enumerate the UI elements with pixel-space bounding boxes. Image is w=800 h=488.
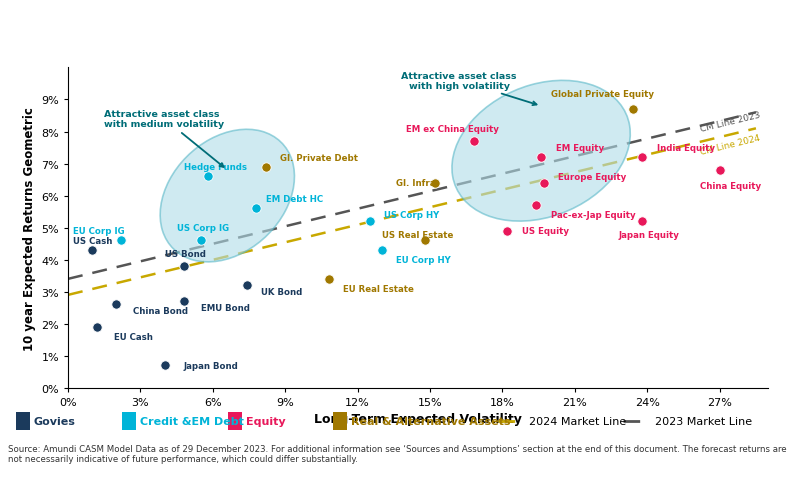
Point <box>90 324 103 331</box>
Ellipse shape <box>160 130 294 263</box>
Bar <box>334 412 347 430</box>
Point <box>178 263 190 270</box>
Text: Gl. Private Debt: Gl. Private Debt <box>281 153 358 163</box>
Text: EU Corp HY: EU Corp HY <box>396 256 451 264</box>
Point <box>250 205 262 213</box>
Point <box>363 218 376 225</box>
Point <box>626 106 639 114</box>
Text: EM Equity: EM Equity <box>555 144 604 153</box>
Text: 2024 Market Line: 2024 Market Line <box>530 416 626 426</box>
Ellipse shape <box>452 81 630 222</box>
Point <box>322 275 335 283</box>
Point <box>259 163 272 171</box>
Text: Equity: Equity <box>246 416 285 426</box>
Text: EU Corp IG: EU Corp IG <box>73 227 125 236</box>
Point <box>202 173 214 181</box>
Bar <box>16 412 30 430</box>
Text: Europe Equity: Europe Equity <box>558 172 626 182</box>
Text: Real & Alternative Assets: Real & Alternative Assets <box>351 416 511 426</box>
Point <box>501 227 514 235</box>
Point <box>429 180 442 187</box>
Text: 10-year Expected Returns vs Volatility scatter plot in local currency: 10-year Expected Returns vs Volatility s… <box>10 23 623 39</box>
Text: EU Real Estate: EU Real Estate <box>343 285 414 293</box>
Bar <box>122 412 136 430</box>
Point <box>86 246 98 254</box>
Point <box>178 298 190 305</box>
Text: Global Private Equity: Global Private Equity <box>550 89 654 99</box>
Text: US Cash: US Cash <box>73 236 112 245</box>
Text: CM Line 2023: CM Line 2023 <box>699 111 761 134</box>
Text: US Equity: US Equity <box>522 227 569 236</box>
Text: China Equity: China Equity <box>701 182 762 191</box>
Text: US Corp IG: US Corp IG <box>177 224 229 233</box>
Point <box>158 362 171 369</box>
Text: Pac-ex-Jap Equity: Pac-ex-Jap Equity <box>550 211 635 220</box>
Text: US Corp HY: US Corp HY <box>384 211 439 220</box>
Point <box>194 237 207 245</box>
Point <box>110 301 122 309</box>
Point <box>537 180 550 187</box>
Text: Source: Amundi CASM Model Data as of 29 December 2023. For additional informatio: Source: Amundi CASM Model Data as of 29 … <box>8 444 786 464</box>
Point <box>419 237 432 245</box>
Text: EM ex China Equity: EM ex China Equity <box>406 124 499 134</box>
Text: Japan Equity: Japan Equity <box>618 230 679 239</box>
Text: EMU Bond: EMU Bond <box>201 304 250 312</box>
Text: Govies: Govies <box>34 416 76 426</box>
Text: US Bond: US Bond <box>165 249 206 258</box>
Point <box>375 246 388 254</box>
Point <box>530 202 542 210</box>
Text: EU Cash: EU Cash <box>114 332 153 341</box>
Text: EM Debt HC: EM Debt HC <box>266 195 323 204</box>
Point <box>636 218 649 225</box>
Text: Attractive asset class
with medium volatility: Attractive asset class with medium volat… <box>104 110 224 167</box>
Point <box>534 154 547 162</box>
Text: US Real Estate: US Real Estate <box>382 230 453 239</box>
Text: UK Bond: UK Bond <box>261 287 302 297</box>
Text: Japan Bond: Japan Bond <box>184 361 238 370</box>
Text: Credit &EM Debt: Credit &EM Debt <box>140 416 243 426</box>
Text: China Bond: China Bond <box>133 307 188 316</box>
Text: Attractive asset class
with high volatility: Attractive asset class with high volatil… <box>402 71 537 106</box>
Point <box>240 282 253 289</box>
Point <box>636 154 649 162</box>
Bar <box>227 412 242 430</box>
Point <box>714 167 726 175</box>
Text: 2023 Market Line: 2023 Market Line <box>655 416 752 426</box>
Text: Hedge Funds: Hedge Funds <box>184 163 247 172</box>
Text: CM Line 2024: CM Line 2024 <box>699 133 761 156</box>
Text: Gl. Infra: Gl. Infra <box>396 179 436 188</box>
Point <box>467 138 480 146</box>
Y-axis label: 10 year Expected Returns Geometric: 10 year Expected Returns Geometric <box>22 106 36 350</box>
Point <box>114 237 127 245</box>
X-axis label: Long-Term Expected Volatility: Long-Term Expected Volatility <box>314 412 522 426</box>
Text: India Equity: India Equity <box>657 144 715 153</box>
